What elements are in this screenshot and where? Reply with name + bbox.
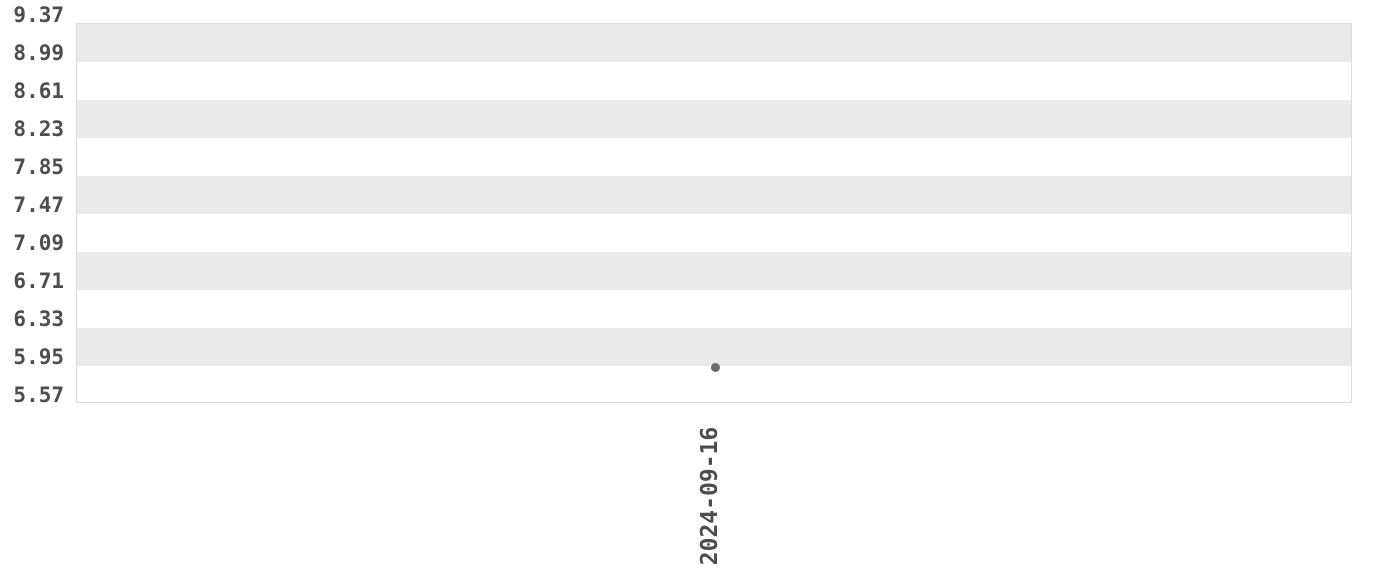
- grid-band: [77, 100, 1351, 138]
- y-tick-label: 5.95: [13, 345, 64, 369]
- y-tick-label: 7.85: [13, 155, 64, 179]
- data-point[interactable]: [710, 362, 720, 372]
- grid-band: [77, 176, 1351, 214]
- grid-band: [77, 328, 1351, 366]
- y-tick-label: 9.37: [13, 3, 64, 27]
- y-tick-label: 8.23: [13, 117, 64, 141]
- grid-band: [77, 24, 1351, 62]
- x-tick-label: 2024-09-16: [697, 426, 723, 566]
- plot-area: [76, 23, 1352, 403]
- y-tick-label: 6.33: [13, 307, 64, 331]
- y-tick-label: 7.47: [13, 193, 64, 217]
- y-tick-label: 6.71: [13, 269, 64, 293]
- grid-band: [77, 252, 1351, 290]
- y-tick-label: 5.57: [13, 383, 64, 407]
- y-tick-label: 7.09: [13, 231, 64, 255]
- y-tick-label: 8.99: [13, 41, 64, 65]
- y-tick-label: 8.61: [13, 79, 64, 103]
